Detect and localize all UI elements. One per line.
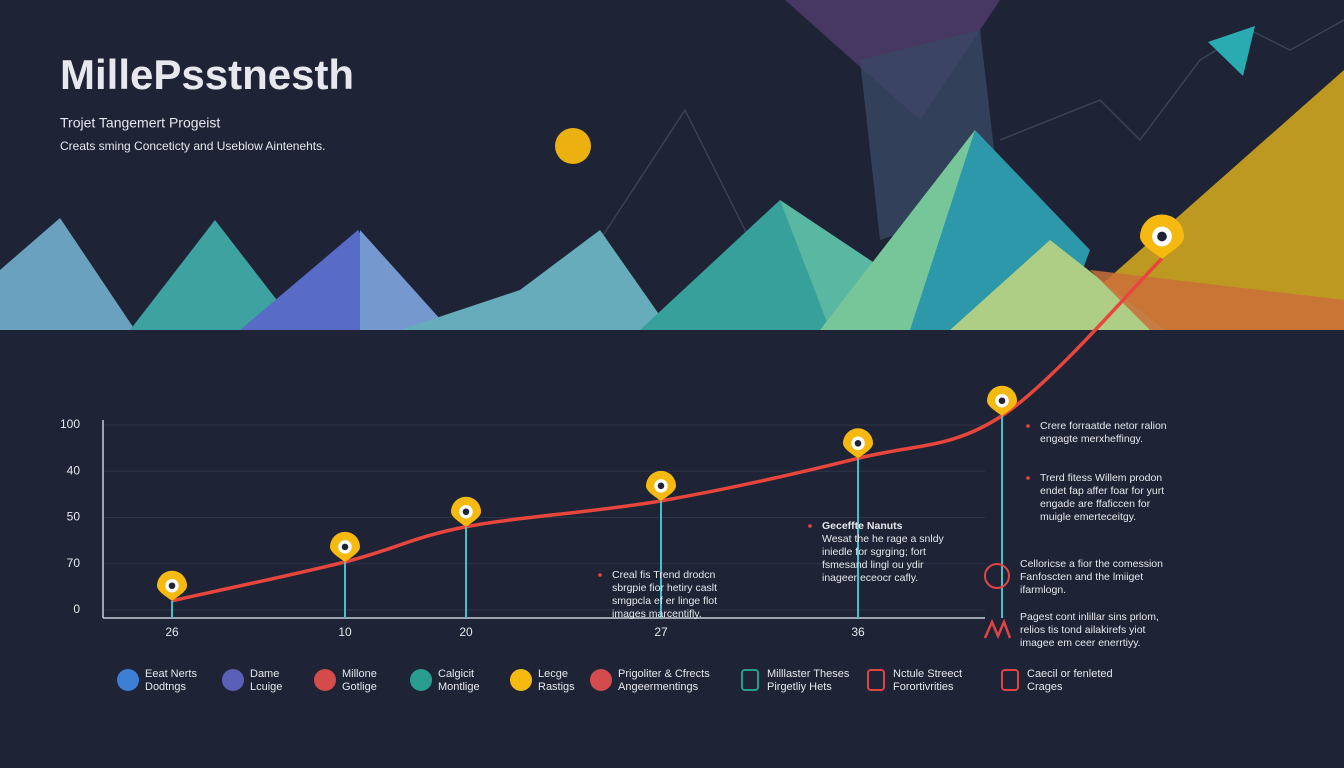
legend-label: Angeermentings (618, 681, 699, 693)
y-axis-label: 40 (67, 463, 81, 477)
subtitle: Trojet Tangemert Progeist (60, 115, 220, 131)
annotation-text: Creal fis Trend drodcn (612, 569, 715, 581)
annotation-text: Celloricse a fior the comession (1020, 558, 1163, 570)
annotation-text: engade are ffaficcen for (1040, 498, 1151, 510)
annotation-text: engagte merxheffingy. (1040, 433, 1143, 445)
y-axis-label: 100 (60, 417, 80, 431)
callout-dot (808, 524, 812, 528)
annotation-text: Wesat the he rage a snldy (822, 533, 945, 545)
legend-icon (1001, 669, 1019, 691)
annotation-text: smgpcla ef er linge flot (612, 595, 717, 607)
pin-dot (462, 508, 470, 516)
legend-label: Forortivrities (893, 681, 954, 693)
annotation-text: images marcentifly. (612, 608, 702, 620)
annotation-text: Pagest cont inlillar sins prlom, (1020, 611, 1159, 623)
annotation-text: sbrgpie fior hetiry caslt (612, 582, 717, 594)
legend-label: Millone (342, 668, 377, 680)
annotation-text: Fanfoscten and the lmiiget (1020, 571, 1143, 583)
pin-dot (998, 397, 1006, 405)
legend-label: Dame (250, 668, 279, 680)
legend-label: Dodtngs (145, 681, 186, 693)
data-line (171, 257, 1164, 603)
callout-dot (1026, 424, 1030, 428)
y-axis-label: 0 (73, 602, 80, 616)
legend-label: Rastigs (538, 681, 575, 693)
legend-label: Gotlige (342, 681, 377, 693)
icon (984, 563, 1010, 589)
annotation-text: relios tis tond ailakirefs yiot (1020, 624, 1146, 636)
legend-icon (741, 669, 759, 691)
legend-label: Milllaster Theses (767, 668, 850, 680)
annotation-text: Geceffte Nanuts (822, 520, 903, 532)
y-axis-label: 70 (67, 556, 81, 570)
legend-label: Lcuige (250, 681, 282, 693)
title: MillePsstnesth (60, 51, 354, 98)
pin-dot (168, 582, 176, 590)
legend-label: Prigoliter & Cfrects (618, 668, 710, 680)
legend-label: Calgicit (438, 668, 474, 680)
annotation-text: endet fap affer foar for yurt (1040, 485, 1164, 497)
pin-dot (1157, 231, 1167, 242)
x-tick-label: 27 (654, 625, 668, 639)
legend-label: Montlige (438, 681, 480, 693)
backdrop (0, 0, 1344, 330)
y-axis-label: 50 (67, 510, 81, 524)
description: Creats sming Conceticty and Useblow Aint… (60, 139, 325, 153)
annotation-text: inageer eceocr cafly. (822, 572, 918, 584)
annotation-text: ifarmlogn. (1020, 584, 1066, 596)
legend-label: Pirgetliy Hets (767, 681, 832, 693)
annotation-text: Crere forraatde netor ralion (1040, 420, 1167, 432)
annotation-text: fsmesand lingl ou ydir (822, 559, 924, 571)
x-tick-label: 20 (459, 625, 473, 639)
annotation-text: Trerd fitess Willem prodon (1040, 472, 1162, 484)
annotation-text: iniedle for sgrging; fort (822, 546, 926, 558)
legend-label: Crages (1027, 681, 1063, 693)
legend-icon (590, 669, 612, 691)
annotation-text: imagee em ceer enerrtiyy. (1020, 637, 1141, 649)
annotation-text: muigle emerteceitgy. (1040, 511, 1136, 523)
legend-label: Lecge (538, 668, 568, 680)
x-tick-label: 36 (851, 625, 865, 639)
pin-dot (341, 543, 349, 551)
pin-dot (657, 482, 665, 490)
legend-icon (314, 669, 336, 691)
x-tick-label: 10 (338, 625, 352, 639)
x-tick-label: 26 (165, 625, 179, 639)
callout-dot (598, 573, 602, 577)
legend-icon (510, 669, 532, 691)
legend-icon (410, 669, 432, 691)
legend-icon (867, 669, 885, 691)
icon (983, 618, 1012, 640)
legend-label: Eeat Nerts (145, 668, 197, 680)
callout-dot (1026, 476, 1030, 480)
legend-label: Nctule Streect (893, 668, 962, 680)
legend-icon (222, 669, 244, 691)
legend-label: Caecil or fenleted (1027, 668, 1113, 680)
pin-dot (854, 440, 862, 447)
legend-icon (117, 669, 139, 691)
